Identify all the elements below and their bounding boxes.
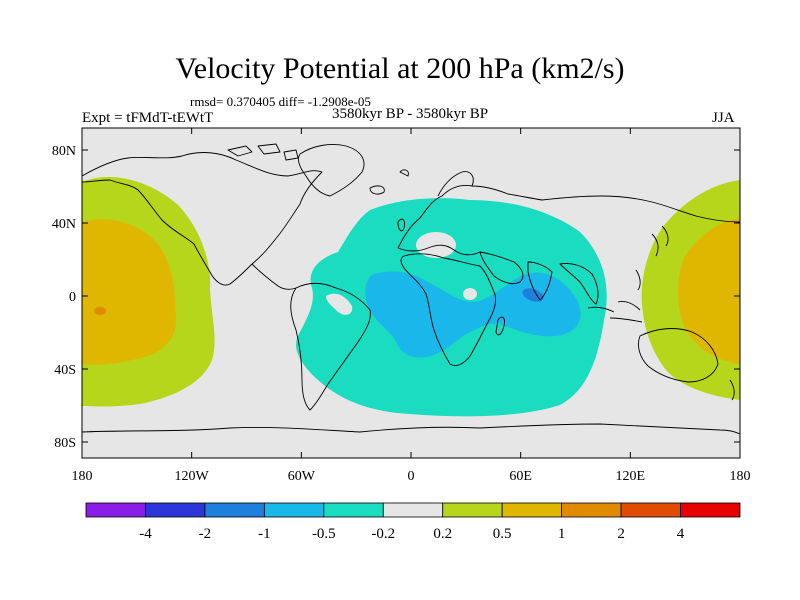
lon-tick-label: 120E [616,469,646,484]
lon-tick-label: 180 [72,469,93,484]
colorbar-label: 0.2 [433,526,452,542]
colorbar-label: -1 [258,526,271,542]
rmsd-diff-stats: rmsd= 0.370405 diff= -1.2908e-05 [190,94,371,109]
lon-tick-label: 60W [288,469,316,484]
lat-tick-label: 80N [52,144,76,159]
latitude-axis: 80N 40N 0 40S 80S [52,144,740,451]
period-label: 3580kyr BP - 3580kyr BP [331,106,489,122]
experiment-label: Expt = tFMdT-tEWtT [82,110,214,126]
lon-tick-label: 180 [730,469,751,484]
colorbar: -4 -2 -1 -0.5 -0.2 0.2 0.5 1 2 4 [85,502,741,542]
colorbar-label: 2 [617,526,625,542]
lon-tick-label: 0 [408,469,415,484]
lat-tick-label: 80S [54,436,76,451]
colorbar-label: 4 [677,526,685,542]
indian-center-level-neg1 [522,288,544,302]
colorbar-swatch [263,502,325,518]
plot-title: Velocity Potential at 200 hPa (km2/s) [175,52,625,85]
colorbar-label: 0.5 [493,526,512,542]
longitude-axis: 180 120W 60W 0 60E 120E 180 [72,128,751,484]
mediterranean-gap [416,232,456,258]
colorbar-swatch [382,502,444,518]
coastlines [82,143,740,435]
east-africa-gap [463,288,477,300]
colorbar-swatch [442,502,503,518]
lat-tick-label: 40S [54,363,76,378]
colorbar-swatch [620,502,681,518]
pacific-west-level-0.5 [82,219,177,365]
colorbar-swatch [323,502,384,518]
season-label: JJA [712,110,735,126]
colorbar-swatch [680,502,741,518]
lon-tick-label: 60E [509,469,532,484]
colorbar-label: -0.5 [312,526,336,542]
colorbar-swatch [85,502,146,518]
pacific-west-level-1 [94,307,106,315]
south-america-gap [326,293,353,315]
colorbar-swatch [145,502,206,518]
colorbar-label: -4 [139,526,152,542]
colorbar-swatch [204,502,265,518]
colorbar-label: -2 [199,526,212,542]
lat-tick-label: 0 [69,290,76,305]
colorbar-swatch [561,502,622,518]
lon-tick-label: 120W [175,469,210,484]
lat-tick-label: 40N [52,217,76,232]
colorbar-swatch [501,502,563,518]
pacific-east-level-0.5 [678,218,740,364]
contour-field [82,143,740,435]
colorbar-label: -0.2 [371,526,395,542]
colorbar-label: 1 [558,526,566,542]
